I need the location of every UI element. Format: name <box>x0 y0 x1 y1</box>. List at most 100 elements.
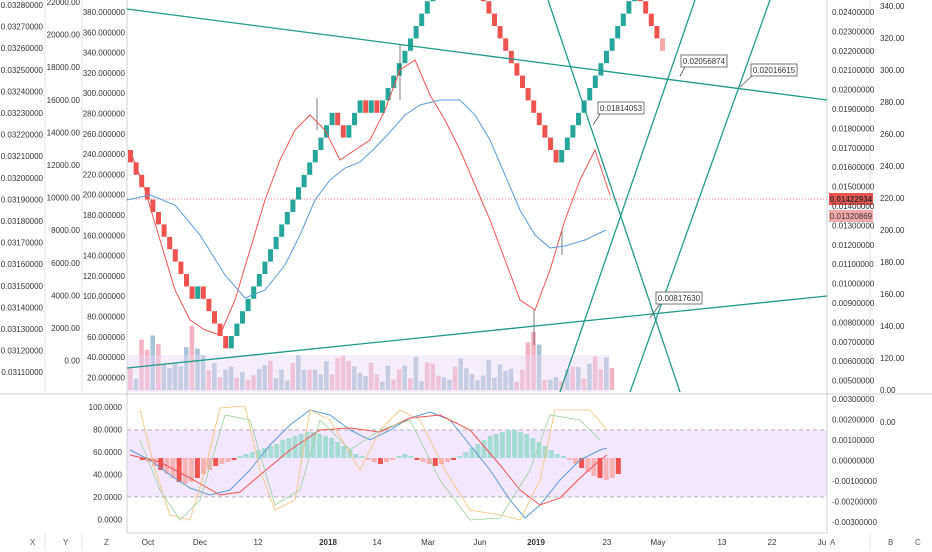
left-axis-c-tick: 360.000000 <box>83 28 126 37</box>
axis-button-z[interactable]: Z <box>104 538 109 547</box>
axis-button-c[interactable]: C <box>915 538 921 547</box>
trendline-steep-down[interactable] <box>547 0 681 393</box>
trendline-steep-up-a[interactable] <box>559 0 696 393</box>
renko-brick <box>419 13 425 26</box>
osc-bar <box>560 456 566 458</box>
osc-bar <box>603 458 609 480</box>
renko-brick <box>391 75 397 88</box>
volume-bar <box>497 364 503 390</box>
axis-button-x[interactable]: X <box>30 538 36 547</box>
left-axis-b-tick: 6000.00 <box>51 259 80 268</box>
osc-bar <box>170 458 176 478</box>
callout-3[interactable]: 0.01814053 <box>592 101 645 126</box>
renko-brick <box>200 286 206 299</box>
right-axis-b-tick: 200.00 <box>880 226 905 235</box>
volume-bar <box>447 379 452 390</box>
left-axis-c-tick: 200.000000 <box>83 191 126 200</box>
volume-bar <box>234 377 239 390</box>
renko-brick <box>290 199 296 212</box>
callout-2[interactable]: 0.02016615 <box>739 63 798 88</box>
osc-bar <box>323 436 328 458</box>
left-axis-a-tick: 0.03240000 <box>1 87 44 96</box>
axis-button-b[interactable]: B <box>888 538 894 547</box>
renko-bricks[interactable] <box>128 0 665 349</box>
left-axis-a-tick: 0.03120000 <box>1 347 44 356</box>
osc-bar <box>286 438 292 458</box>
volume-bar <box>576 367 581 390</box>
renko-brick <box>536 112 542 126</box>
osc-bar <box>335 442 341 458</box>
renko-brick <box>318 137 324 150</box>
left-axis-a-tick: 0.03170000 <box>1 239 44 248</box>
callout-4[interactable]: 0.00817630 <box>649 291 703 319</box>
axis-button-a[interactable]: A <box>830 538 836 547</box>
volume-bar <box>469 374 475 390</box>
renko-brick <box>564 137 570 150</box>
volume-bar <box>559 381 564 390</box>
right-axis-b-tick: 280.00 <box>880 98 905 107</box>
renko-brick <box>396 63 402 76</box>
osc-bar <box>365 458 371 460</box>
osc-bar <box>445 458 450 462</box>
volume-bar <box>251 375 256 390</box>
left-axis-c-tick: 220.000000 <box>83 170 126 179</box>
renko-brick <box>525 88 531 101</box>
right-axis-a-tick: 0.00700000 <box>832 338 875 347</box>
renko-brick <box>251 286 257 299</box>
volume-shade <box>127 355 610 392</box>
renko-brick <box>413 26 419 39</box>
right-axis-b-tick: 120.00 <box>880 354 905 363</box>
volume-bar <box>139 339 144 390</box>
trendline-upper[interactable] <box>126 8 828 101</box>
volume-bar <box>531 331 536 390</box>
osc-bar <box>548 450 554 458</box>
volume-bar <box>380 381 385 390</box>
left-axis-a-tick: 0.03230000 <box>1 109 44 118</box>
renko-brick <box>368 100 374 113</box>
time-axis-label: Dec <box>193 538 207 547</box>
osc-bar <box>225 458 231 462</box>
osc-bar <box>316 434 322 458</box>
volume-bar <box>128 368 133 390</box>
renko-brick <box>128 150 133 163</box>
left-axis-b-tick: 10000.00 <box>47 194 81 203</box>
osc-right-tick: 0.00000000 <box>832 457 875 466</box>
trendline-lower[interactable] <box>126 295 828 369</box>
volume-bar <box>430 363 435 390</box>
callout-1[interactable]: 0.02056874 <box>679 54 728 77</box>
volume-bar <box>464 368 469 390</box>
osc-bar <box>609 458 615 478</box>
osc-right-tick: -0.00100000 <box>832 477 877 486</box>
renko-brick <box>570 125 576 138</box>
osc-bar <box>268 446 274 458</box>
volume-bar <box>385 365 391 390</box>
renko-brick <box>189 286 195 299</box>
renko-brick <box>206 298 212 312</box>
renko-brick <box>637 0 643 2</box>
volume-bar <box>598 369 603 390</box>
time-axis-label: 22 <box>768 538 777 547</box>
osc-bar <box>591 458 597 476</box>
volume-bar <box>245 379 251 390</box>
right-axis-a-tick: 0.00900000 <box>832 299 875 308</box>
osc-bar <box>530 438 536 458</box>
osc-bar <box>554 454 560 458</box>
right-axis-a-tick: 0.01700000 <box>832 144 875 153</box>
renko-brick <box>542 125 548 138</box>
volume-bar <box>279 369 284 390</box>
osc-left-tick: 40.0000 <box>93 471 122 480</box>
time-axis-label: 13 <box>718 538 727 547</box>
trendline-steep-up-b[interactable] <box>629 0 771 393</box>
axis-button-y[interactable]: Y <box>63 538 69 547</box>
volume-bar <box>318 374 323 390</box>
renko-brick <box>430 0 436 2</box>
right-axis-a-tick: 0.00800000 <box>832 318 875 327</box>
volume-bar <box>161 363 167 390</box>
renko-brick <box>217 323 223 336</box>
renko-brick <box>615 26 621 39</box>
time-axis-label: Oct <box>142 538 155 547</box>
right-axis-a-tick: 0.02000000 <box>832 86 875 95</box>
right-axis-b-tick: 0.00 <box>880 418 896 427</box>
